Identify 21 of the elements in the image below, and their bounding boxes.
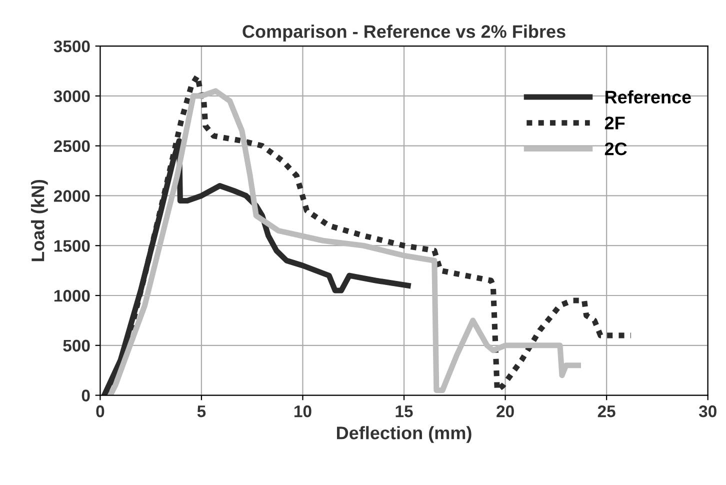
y-tick-label: 2000	[54, 190, 90, 202]
y-tick-label: 1000	[54, 290, 90, 302]
x-tick-label: 5	[197, 406, 206, 418]
y-tick-label: 2500	[54, 140, 90, 152]
y-tick-label: 3500	[54, 40, 90, 52]
legend-label: 2C	[604, 142, 627, 156]
legend-label: Reference	[606, 90, 691, 104]
legend-label: 2F	[604, 116, 625, 130]
x-tick-label: 0	[96, 405, 104, 418]
x-tick-label: 20	[496, 405, 514, 418]
y-tick-label: 3000	[54, 90, 90, 102]
y-tick-label: 1500	[54, 240, 90, 252]
y-tick-label: 500	[63, 340, 90, 352]
x-tick-label: 15	[396, 406, 413, 418]
x-tick-label: 10	[294, 405, 312, 418]
x-tick-label: 30	[698, 405, 716, 418]
y-axis-title: Load (kN)	[31, 180, 48, 262]
y-tick-label: 0	[82, 390, 90, 402]
x-axis-title: Deflection (mm)	[337, 426, 472, 443]
x-tick-label: 25	[598, 405, 616, 418]
chart-title: Comparison - Reference vs 2% Fibres	[242, 24, 566, 42]
